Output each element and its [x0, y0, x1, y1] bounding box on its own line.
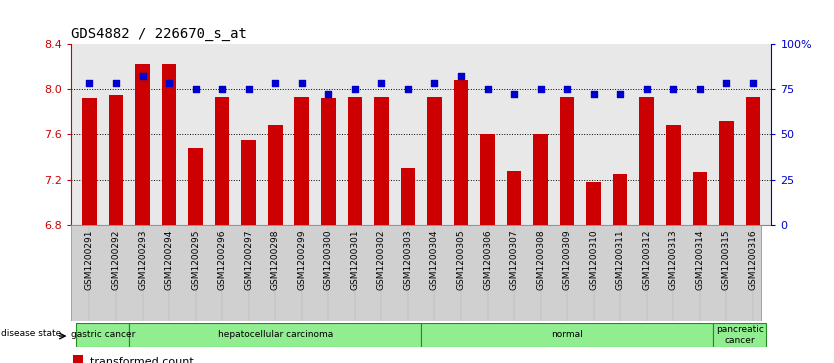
- Text: GDS4882 / 226670_s_at: GDS4882 / 226670_s_at: [71, 27, 247, 41]
- Text: GSM1200306: GSM1200306: [483, 230, 492, 290]
- Text: disease state: disease state: [2, 329, 62, 338]
- Text: GSM1200298: GSM1200298: [271, 230, 279, 290]
- Text: GSM1200315: GSM1200315: [722, 230, 731, 290]
- Text: normal: normal: [551, 330, 583, 339]
- Text: GSM1200313: GSM1200313: [669, 230, 678, 290]
- Bar: [321, 98, 335, 225]
- FancyBboxPatch shape: [713, 323, 766, 347]
- Point: [640, 86, 653, 92]
- Text: GSM1200303: GSM1200303: [404, 230, 412, 290]
- Text: GSM1200295: GSM1200295: [191, 230, 200, 290]
- Bar: [480, 134, 495, 225]
- Bar: [135, 64, 150, 225]
- Bar: [348, 97, 362, 225]
- Point: [136, 73, 149, 79]
- Point: [455, 73, 468, 79]
- Text: GSM1200302: GSM1200302: [377, 230, 386, 290]
- Bar: [374, 97, 389, 225]
- Bar: [268, 125, 283, 225]
- Point: [560, 86, 574, 92]
- Point: [587, 91, 600, 97]
- Bar: [427, 97, 442, 225]
- Bar: [746, 97, 760, 225]
- Bar: [586, 182, 601, 225]
- Bar: [73, 355, 83, 363]
- Bar: [533, 134, 548, 225]
- Bar: [640, 97, 654, 225]
- Point: [83, 81, 96, 86]
- FancyBboxPatch shape: [421, 323, 713, 347]
- Point: [269, 81, 282, 86]
- Text: GSM1200312: GSM1200312: [642, 230, 651, 290]
- Point: [666, 86, 680, 92]
- Bar: [692, 172, 707, 225]
- Text: GSM1200314: GSM1200314: [696, 230, 704, 290]
- Point: [189, 86, 203, 92]
- Point: [163, 81, 176, 86]
- Point: [322, 91, 335, 97]
- Text: GSM1200294: GSM1200294: [164, 230, 173, 290]
- Point: [242, 86, 255, 92]
- Point: [614, 91, 627, 97]
- Text: GSM1200296: GSM1200296: [218, 230, 227, 290]
- Text: GSM1200307: GSM1200307: [510, 230, 519, 290]
- Point: [401, 86, 414, 92]
- Point: [693, 86, 706, 92]
- Text: GSM1200299: GSM1200299: [297, 230, 306, 290]
- Bar: [719, 121, 734, 225]
- Text: GSM1200309: GSM1200309: [563, 230, 571, 290]
- Point: [534, 86, 547, 92]
- Bar: [241, 140, 256, 225]
- Text: GSM1200316: GSM1200316: [748, 230, 757, 290]
- Bar: [294, 97, 309, 225]
- Text: GSM1200310: GSM1200310: [589, 230, 598, 290]
- Point: [348, 86, 361, 92]
- Bar: [162, 64, 176, 225]
- Text: GSM1200311: GSM1200311: [615, 230, 625, 290]
- Point: [215, 86, 229, 92]
- Bar: [507, 171, 521, 225]
- Text: GSM1200305: GSM1200305: [456, 230, 465, 290]
- Text: GSM1200308: GSM1200308: [536, 230, 545, 290]
- Text: GSM1200293: GSM1200293: [138, 230, 147, 290]
- Text: pancreatic
cancer: pancreatic cancer: [716, 325, 764, 344]
- Bar: [560, 97, 575, 225]
- Text: GSM1200297: GSM1200297: [244, 230, 254, 290]
- Point: [295, 81, 309, 86]
- Point: [746, 81, 760, 86]
- Text: GSM1200304: GSM1200304: [430, 230, 439, 290]
- Point: [428, 81, 441, 86]
- Text: transformed count: transformed count: [90, 358, 193, 363]
- Bar: [83, 98, 97, 225]
- Bar: [188, 148, 203, 225]
- Point: [374, 81, 388, 86]
- Text: hepatocellular carcinoma: hepatocellular carcinoma: [218, 330, 333, 339]
- Text: gastric cancer: gastric cancer: [71, 330, 135, 339]
- Text: GSM1200292: GSM1200292: [112, 230, 120, 290]
- Bar: [108, 95, 123, 225]
- Text: GSM1200291: GSM1200291: [85, 230, 94, 290]
- Bar: [666, 125, 681, 225]
- Text: GSM1200300: GSM1200300: [324, 230, 333, 290]
- Bar: [215, 97, 229, 225]
- Bar: [400, 168, 415, 225]
- Bar: [613, 174, 627, 225]
- Point: [481, 86, 495, 92]
- Point: [109, 81, 123, 86]
- FancyBboxPatch shape: [129, 323, 421, 347]
- FancyBboxPatch shape: [76, 323, 129, 347]
- Text: GSM1200301: GSM1200301: [350, 230, 359, 290]
- Point: [507, 91, 520, 97]
- Bar: [454, 80, 468, 225]
- Point: [720, 81, 733, 86]
